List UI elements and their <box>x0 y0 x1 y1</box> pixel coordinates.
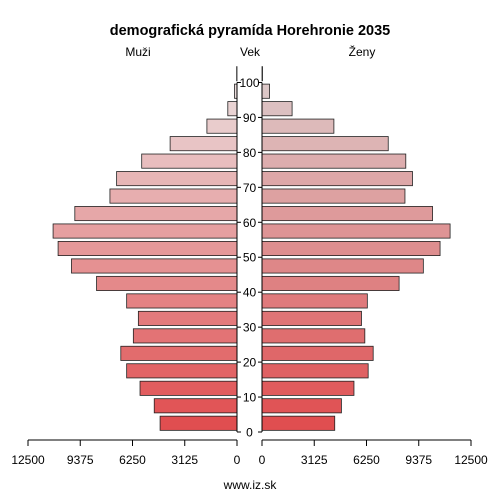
female-x-tick-label-0: 0 <box>259 453 266 467</box>
male-x-tick-label-0: 0 <box>234 453 241 467</box>
age-tick-label-50: 50 <box>243 251 257 265</box>
male-bar-age-35 <box>126 293 238 309</box>
female-bar-age-70 <box>261 171 413 187</box>
female-bar-age-20 <box>261 345 374 361</box>
age-tick-label-80: 80 <box>243 146 257 160</box>
age-tick-label-0: 0 <box>246 426 253 440</box>
right-series-label: Ženy <box>349 44 376 59</box>
female-bar-age-100 <box>261 66 263 82</box>
male-bar-age-45 <box>71 258 238 274</box>
male-bar-age-70 <box>116 171 238 187</box>
center-axis-label: Vek <box>240 45 261 59</box>
female-bar-age-65 <box>261 188 406 204</box>
age-tick-label-10: 10 <box>243 391 257 405</box>
female-bar-age-10 <box>261 380 355 396</box>
female-x-tick-label-3125: 3125 <box>301 453 328 467</box>
female-bar-age-90 <box>261 101 293 117</box>
male-bar-age-40 <box>96 275 238 291</box>
female-bar-age-80 <box>261 136 389 152</box>
male-x-tick-label-9375: 9375 <box>67 453 94 467</box>
female-bar-age-40 <box>261 275 400 291</box>
footer-source: www.iz.sk <box>223 478 278 492</box>
male-bar-age-30 <box>137 310 238 326</box>
age-tick-label-30: 30 <box>243 321 257 335</box>
chart-title: demografická pyramída Horehronie 2035 <box>110 23 390 39</box>
female-bar-age-35 <box>261 293 368 309</box>
female-bar-age-25 <box>261 328 366 344</box>
male-bar-age-25 <box>132 328 238 344</box>
male-bar-age-15 <box>126 363 238 379</box>
male-bar-age-5 <box>153 398 238 414</box>
male-bar-age-55 <box>52 223 238 239</box>
male-bar-age-50 <box>57 240 238 256</box>
female-bar-age-45 <box>261 258 424 274</box>
female-bar-age-85 <box>261 118 335 134</box>
male-bar-age-75 <box>141 153 238 169</box>
left-series-label: Muži <box>125 45 150 59</box>
male-bar-age-90 <box>227 101 238 117</box>
male-bar-age-60 <box>74 206 238 222</box>
age-tick-label-60: 60 <box>243 216 257 230</box>
female-bar-age-50 <box>261 240 441 256</box>
male-bar-age-65 <box>109 188 238 204</box>
age-tick-label-90: 90 <box>243 111 257 125</box>
male-bar-age-20 <box>120 345 238 361</box>
male-bar-age-80 <box>169 136 238 152</box>
male-x-tick-label-3125: 3125 <box>171 453 198 467</box>
female-x-tick-label-12500: 12500 <box>454 453 488 467</box>
male-bar-age-0 <box>159 415 238 431</box>
age-tick-label-100: 100 <box>239 76 259 90</box>
female-bar-age-95 <box>261 83 270 99</box>
age-tick-label-20: 20 <box>243 356 257 370</box>
male-x-tick-label-6250: 6250 <box>119 453 146 467</box>
male-x-tick-label-12500: 12500 <box>11 453 45 467</box>
female-bar-age-60 <box>261 206 433 222</box>
female-bar-age-30 <box>261 310 362 326</box>
female-bar-age-75 <box>261 153 407 169</box>
age-tick-label-70: 70 <box>243 181 257 195</box>
female-bar-age-55 <box>261 223 451 239</box>
female-x-tick-label-6250: 6250 <box>353 453 380 467</box>
male-bar-age-85 <box>206 118 238 134</box>
age-tick-label-40: 40 <box>243 286 257 300</box>
female-bar-age-5 <box>261 398 342 414</box>
female-bar-age-0 <box>261 415 336 431</box>
female-x-tick-label-9375: 9375 <box>405 453 432 467</box>
female-bar-age-15 <box>261 363 369 379</box>
male-bar-age-10 <box>139 380 238 396</box>
